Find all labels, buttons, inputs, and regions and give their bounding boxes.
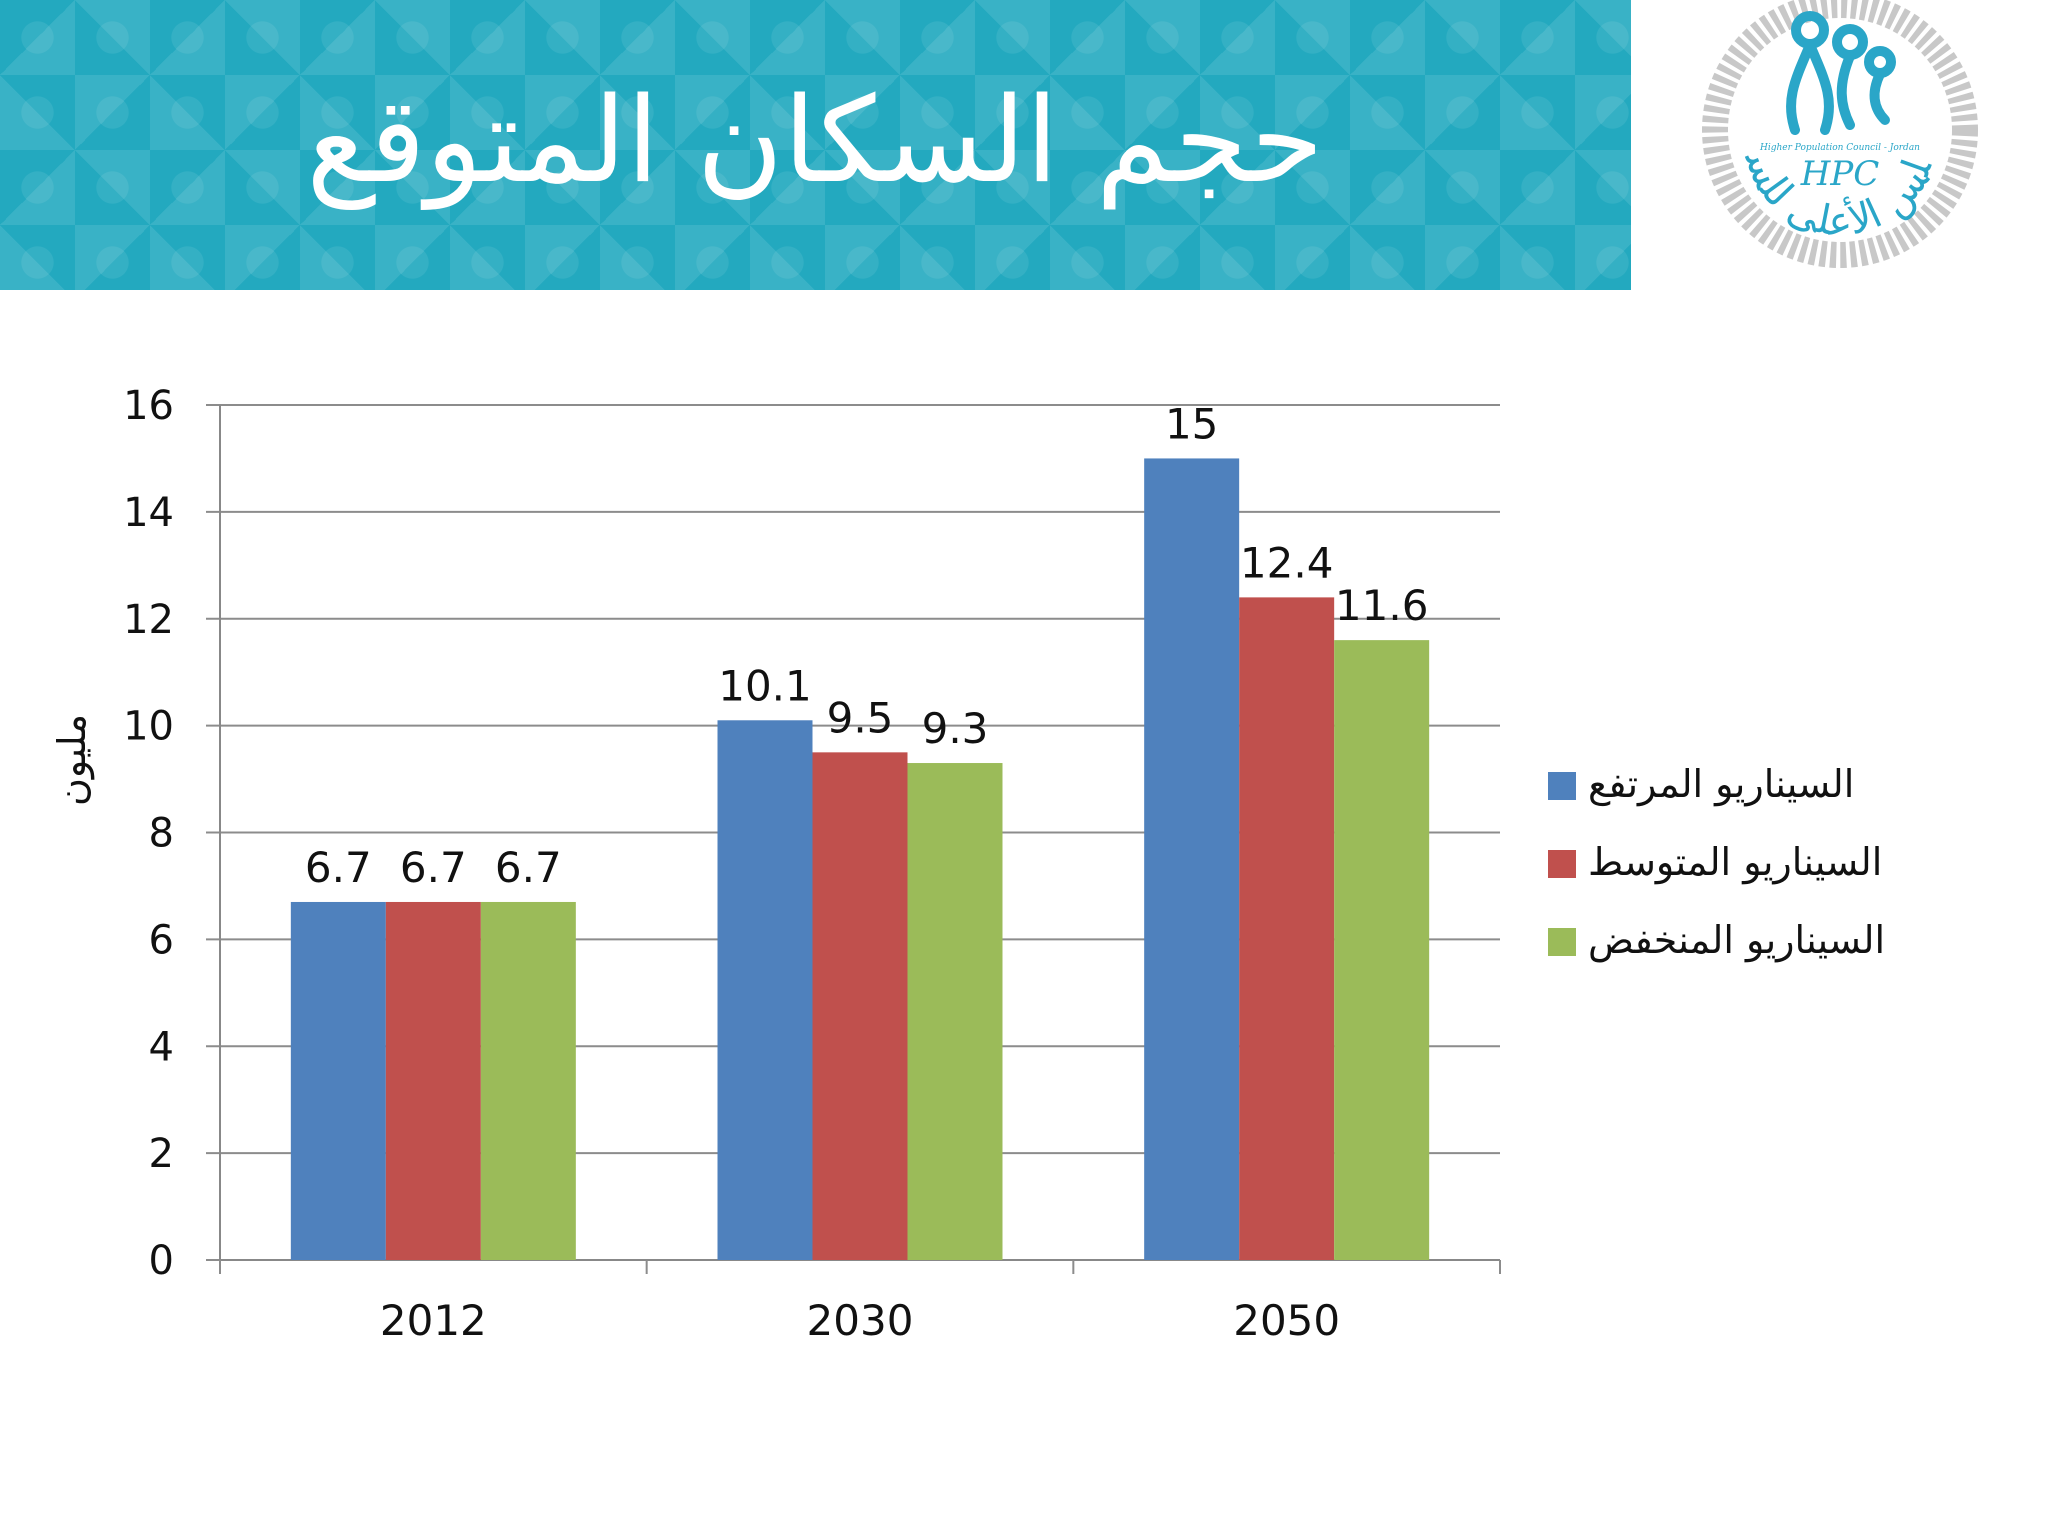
bars — [290, 458, 1430, 1260]
y-tick-label: 12 — [123, 597, 174, 643]
data-label-series-1-cat-1: 9.5 — [827, 693, 894, 742]
bar-series-2-cat-1 — [907, 763, 1003, 1260]
legend-item-medium: السيناريو المتوسط — [1548, 830, 1988, 908]
legend-item-low: السيناريو المنخفض — [1548, 908, 1988, 986]
bar-series-1-cat-0 — [385, 901, 481, 1260]
legend-swatch-medium — [1548, 850, 1576, 878]
logo-english-name: Higher Population Council - Jordan — [1759, 143, 1920, 153]
y-tick-label: 6 — [149, 917, 174, 963]
bar-series-2-cat-0 — [480, 901, 576, 1260]
hpc-logo: Higher Population Council - Jordan HPC ا… — [1690, 0, 1978, 268]
data-label-series-0-cat-1: 10.1 — [718, 661, 812, 710]
y-tick-label: 4 — [149, 1024, 174, 1070]
legend-swatch-low — [1548, 928, 1576, 956]
data-labels: 6.7 10.1 15 6.7 9.5 12.4 6.7 9.3 11.6 — [305, 399, 1428, 892]
y-axis-label: مليون — [50, 714, 94, 806]
header-banner: حجم السكان المتوقع — [0, 0, 1631, 290]
x-tick-label: 2050 — [1233, 1296, 1340, 1345]
legend: السيناريو المرتفع السيناريو المتوسط السي… — [1548, 752, 1988, 986]
legend-label-low: السيناريو المنخفض — [1588, 918, 1886, 962]
x-tick-label: 2012 — [380, 1296, 487, 1345]
legend-item-high: السيناريو المرتفع — [1548, 752, 1988, 830]
y-tick-label: 10 — [123, 704, 174, 750]
data-label-series-1-cat-0: 6.7 — [400, 843, 467, 892]
bar-series-0-cat-2 — [1144, 458, 1240, 1260]
legend-swatch-high — [1548, 772, 1576, 800]
bar-series-1-cat-1 — [812, 752, 908, 1260]
logo-inner — [1732, 22, 1948, 238]
data-label-series-0-cat-0: 6.7 — [305, 843, 372, 892]
bar-chart: 0 2 4 6 8 10 12 14 16 2012 2030 2050 6.7 10.1 15 6.7 9… — [123, 383, 1501, 1345]
bar-series-0-cat-1 — [717, 720, 813, 1260]
data-label-series-2-cat-0: 6.7 — [495, 843, 562, 892]
data-label-series-1-cat-2: 12.4 — [1240, 538, 1334, 587]
logo-abbr: HPC — [1800, 154, 1880, 194]
data-label-series-0-cat-2: 15 — [1165, 399, 1218, 448]
data-label-series-2-cat-2: 11.6 — [1335, 581, 1429, 630]
y-axis-ticks: 0 2 4 6 8 10 12 14 16 — [123, 383, 220, 1284]
y-tick-label: 8 — [149, 811, 174, 857]
bar-series-1-cat-2 — [1239, 597, 1335, 1260]
legend-label-medium: السيناريو المتوسط — [1588, 840, 1883, 884]
bar-series-2-cat-2 — [1334, 640, 1430, 1260]
y-tick-label: 2 — [149, 1131, 174, 1177]
people-icon — [1785, 11, 1896, 135]
y-tick-label: 16 — [123, 383, 174, 429]
x-tick-label: 2030 — [807, 1296, 914, 1345]
logo-ring — [1702, 0, 1978, 268]
legend-label-high: السيناريو المرتفع — [1588, 762, 1855, 806]
y-tick-label: 0 — [149, 1238, 174, 1284]
bar-series-0-cat-0 — [290, 901, 386, 1260]
data-label-series-2-cat-1: 9.3 — [922, 704, 989, 753]
x-axis-ticks: 2012 2030 2050 — [219, 1260, 1501, 1345]
page-title: حجم السكان المتوقع — [306, 71, 1324, 209]
y-tick-label: 14 — [123, 490, 174, 536]
